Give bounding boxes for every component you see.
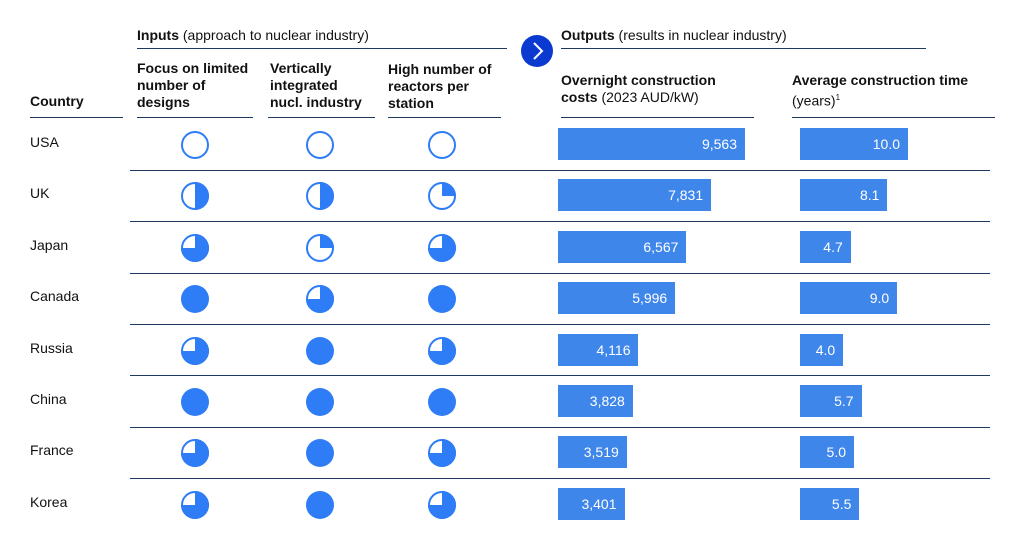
focus-harvey-uk [181, 182, 209, 211]
header-country: Country [30, 93, 84, 109]
focus-harvey-canada [181, 285, 209, 314]
time-label-russia: 4.0 [815, 341, 836, 358]
header-focus: Focus on limited number of designs [137, 60, 249, 110]
cost-bar-japan: 6,567 [558, 230, 687, 263]
row-divider [130, 273, 990, 274]
header-rule-cost [561, 117, 754, 118]
cost-label-uk: 7,831 [668, 187, 704, 204]
reactors-harvey-france [428, 439, 456, 468]
header-vertical: Vertically integrated nucl. industry [270, 60, 362, 110]
row-divider [130, 170, 990, 171]
cost-bar-russia: 4,116 [558, 333, 639, 366]
focus-harvey-russia [181, 336, 209, 365]
time-label-uk: 8.1 [860, 187, 880, 204]
vertical-harvey-uk [306, 182, 334, 211]
header-rule-vertical [268, 117, 375, 118]
cost-bar-france: 3,519 [558, 436, 627, 469]
cost-bar-canada: 5,996 [558, 282, 676, 315]
time-label-korea: 5.5 [831, 495, 852, 512]
country-label-china: China [30, 391, 67, 407]
vertical-harvey-china [306, 388, 334, 416]
country-label-canada: Canada [30, 288, 80, 305]
vertical-harvey-canada [306, 285, 334, 314]
time-label-france: 5.0 [826, 444, 846, 461]
cost-label-usa: 9,563 [701, 136, 737, 152]
country-label-korea: Korea [30, 493, 68, 510]
country-label-usa: USA [30, 134, 59, 150]
time-bar-usa: 10.0 [800, 128, 908, 160]
header-cost: Overnight construction costs (2023 AUD/k… [561, 72, 716, 105]
focus-harvey-france [181, 439, 209, 468]
focus-harvey-china [181, 388, 209, 416]
row-divider [130, 324, 990, 325]
cost-bar-korea: 3,401 [558, 487, 625, 520]
focus-harvey-usa [181, 131, 209, 159]
row-divider [130, 221, 990, 222]
time-bar-japan: 4.7 [800, 230, 851, 263]
chevron-right-icon [521, 35, 553, 67]
reactors-harvey-japan [428, 233, 456, 262]
vertical-harvey-france [306, 439, 334, 468]
reactors-harvey-uk [428, 182, 456, 211]
reactors-harvey-canada [428, 285, 456, 314]
inputs-group-rule [137, 48, 507, 49]
cost-label-russia: 4,116 [596, 341, 631, 358]
time-bar-france: 5.0 [800, 436, 854, 469]
focus-harvey-japan [181, 233, 209, 262]
time-label-china: 5.7 [834, 393, 854, 409]
cost-bar-uk: 7,831 [558, 179, 712, 212]
country-label-uk: UK [30, 185, 50, 202]
outputs-group-rule [561, 48, 926, 49]
vertical-harvey-usa [306, 131, 334, 159]
header-rule-country [30, 117, 123, 118]
header-reactors: High number of reactors per station [388, 61, 492, 111]
cost-label-canada: 5,996 [632, 290, 668, 307]
reactors-harvey-china [428, 388, 456, 416]
time-label-japan: 4.7 [823, 238, 843, 255]
country-label-france: France [30, 442, 74, 459]
row-divider [130, 478, 990, 479]
country-label-japan: Japan [30, 236, 69, 253]
time-label-usa: 10.0 [872, 136, 900, 152]
reactors-harvey-usa [428, 131, 456, 159]
reactors-harvey-russia [428, 336, 456, 365]
time-label-canada: 9.0 [869, 290, 890, 307]
cost-label-france: 3,519 [583, 444, 619, 461]
time-bar-china: 5.7 [800, 385, 862, 417]
header-rule-focus [137, 117, 253, 118]
time-bar-canada: 9.0 [800, 282, 898, 315]
cost-label-china: 3,828 [589, 393, 625, 409]
time-bar-korea: 5.5 [800, 487, 860, 520]
cost-label-korea: 3,401 [581, 495, 617, 512]
cost-bar-china: 3,828 [558, 385, 633, 417]
header-time: Average construction time (years)1 [792, 72, 969, 109]
country-label-russia: Russia [30, 339, 73, 356]
cost-bar-usa: 9,563 [558, 128, 745, 160]
header-rule-time [792, 117, 995, 118]
header-rule-reactors [388, 117, 501, 118]
outputs-group-title: Outputs (results in nuclear industry) [561, 27, 787, 43]
vertical-harvey-japan [306, 233, 334, 262]
row-divider [130, 375, 990, 376]
time-bar-uk: 8.1 [800, 179, 888, 212]
vertical-harvey-russia [306, 336, 334, 365]
time-bar-russia: 4.0 [800, 333, 844, 366]
reactors-harvey-korea [428, 490, 456, 519]
cost-label-japan: 6,567 [643, 238, 679, 255]
row-divider [130, 427, 990, 428]
inputs-group-title: Inputs (approach to nuclear industry) [137, 27, 369, 43]
focus-harvey-korea [181, 490, 209, 519]
vertical-harvey-korea [306, 490, 334, 519]
